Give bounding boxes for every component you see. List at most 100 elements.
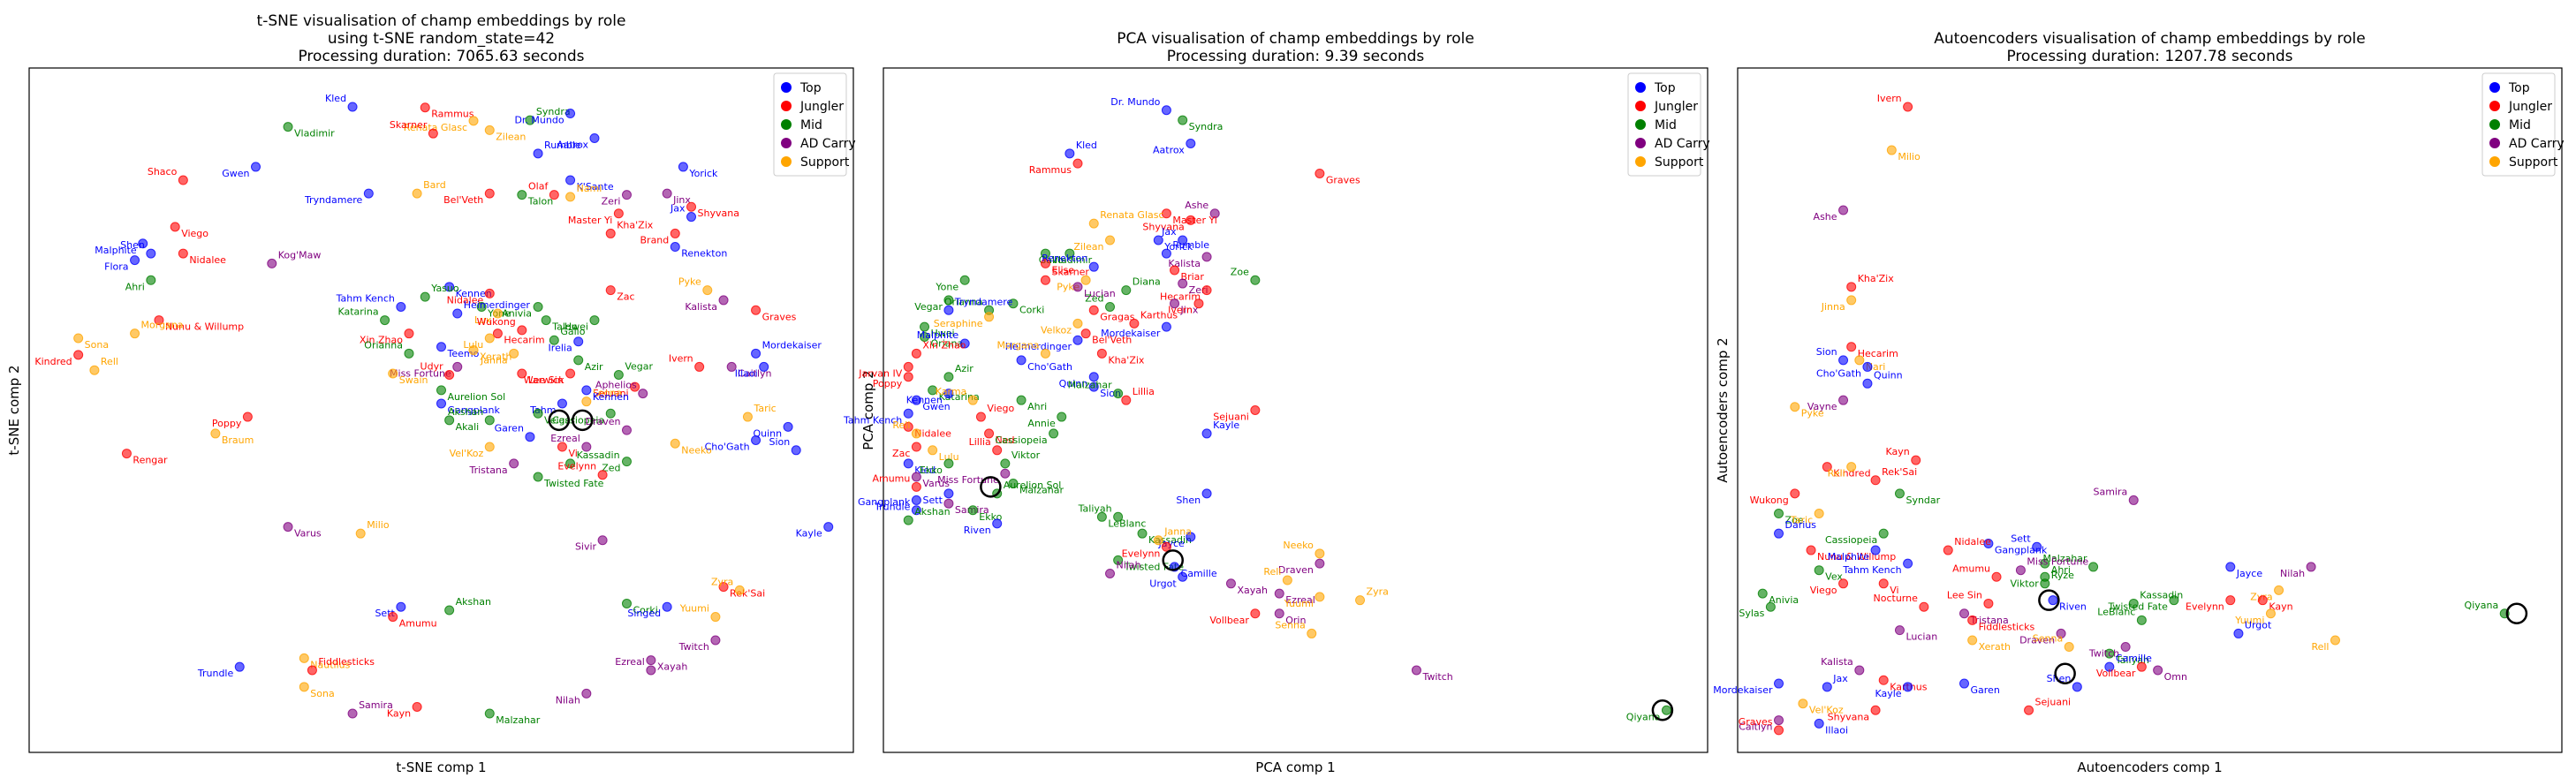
highlight-ring [2505,602,2528,625]
data-point [581,442,592,452]
point-label: Draven [586,416,621,427]
point-label: Zed [602,463,620,474]
point-label: Zac [617,291,634,303]
data-point [1822,682,1832,692]
data-point [2306,562,2316,572]
legend-marker [1635,119,1646,130]
points-layer: IvernMilioAsheKha'ZixJinnaHecarimSionNar… [1713,93,2510,736]
point-label: Amumu [399,618,437,630]
data-point [1040,348,1050,359]
legend: Top Jungler Mid AD Carry Support [773,72,856,177]
data-point [823,522,834,533]
data-point [1870,475,1881,486]
data-point [903,421,913,432]
point-label: Shyvana [1142,221,1184,232]
data-point [299,653,309,663]
point-label: Jinna [1821,301,1845,313]
data-point [2032,541,2042,552]
chart-title-line: PCA visualisation of champ embeddings by… [1117,30,1474,48]
data-point [911,505,921,516]
point-label: Sett [923,495,943,506]
data-point [1878,675,1889,685]
data-point [694,361,705,372]
data-point [2257,595,2268,606]
point-label: Kassadin [577,449,620,461]
legend-label: Top [2508,81,2530,95]
data-point [1757,588,1768,599]
point-label: Samira [2093,486,2127,497]
point-label: Malzahar [1019,485,1064,496]
data-point [1137,528,1148,539]
data-point [1943,545,1953,555]
legend-marker [2489,138,2500,148]
point-label: Pyke [678,276,701,288]
data-point [1201,252,1212,262]
data-point [678,162,688,172]
point-label: Trundle [197,668,234,679]
data-point [718,295,729,306]
data-point [484,188,495,199]
data-point [509,348,519,359]
data-point [911,481,921,492]
data-point [605,408,616,419]
legend-marker [1635,101,1646,111]
point-label: Malphite [917,329,959,341]
data-point [943,372,954,382]
point-label: Renata Glasc [1100,209,1163,221]
data-point [1161,208,1171,219]
point-label: Kha'Zix [1858,273,1895,284]
point-label: Kled [1076,140,1097,151]
data-point [1040,248,1050,259]
data-point [751,434,761,445]
point-label: Nilah [1117,559,1141,570]
point-label: K'Sante [577,181,614,193]
point-label: Kayn [1885,446,1909,457]
point-label: Vi [568,448,577,459]
point-label: Tryndamere [954,296,1013,307]
point-label: Lucian [1905,631,1937,643]
point-label: Heimerdinger [1005,341,1072,352]
point-label: Graves [762,311,797,322]
point-label: Gwen [922,401,950,412]
point-label: Jayce [2236,568,2263,579]
data-point [412,701,422,712]
data-point [476,301,487,312]
point-label: Camille [2116,653,2152,664]
point-label: Kayle [1213,419,1239,431]
data-point [967,395,978,405]
data-point [307,665,317,676]
data-point [2136,661,2147,672]
data-point [565,458,576,469]
data-point [959,338,970,349]
data-point [1225,578,1236,589]
data-point [1072,318,1083,329]
data-point [903,515,913,525]
data-point [1878,578,1889,589]
point-label: Rell [1828,468,1845,480]
point-label: Evelynn [1122,548,1161,559]
point-label: Ned [996,434,1015,446]
data-point [613,208,624,219]
data-point [670,242,680,253]
data-point [1153,235,1163,245]
data-point [589,132,600,143]
point-label: Evelynn [557,461,596,472]
legend-marker [781,82,792,93]
point-label: Kayn [387,707,411,719]
data-point [468,345,479,356]
point-label: Sejuani [1213,412,1249,423]
point-label: Quinn [1874,369,1903,381]
point-label: Mordekaiser [762,339,822,351]
point-label: Sylas [1739,608,1764,619]
point-label: Vex [1825,571,1843,583]
data-point [734,585,745,595]
data-point [1315,548,1325,559]
data-point [2064,642,2074,653]
point-label: Tristana [1970,615,2009,626]
point-label: Poppy [873,378,903,389]
data-point [1774,528,1784,539]
point-label: Graves [1739,716,1773,728]
data-point [686,212,697,223]
point-label: Dr. Mundo [514,115,564,126]
